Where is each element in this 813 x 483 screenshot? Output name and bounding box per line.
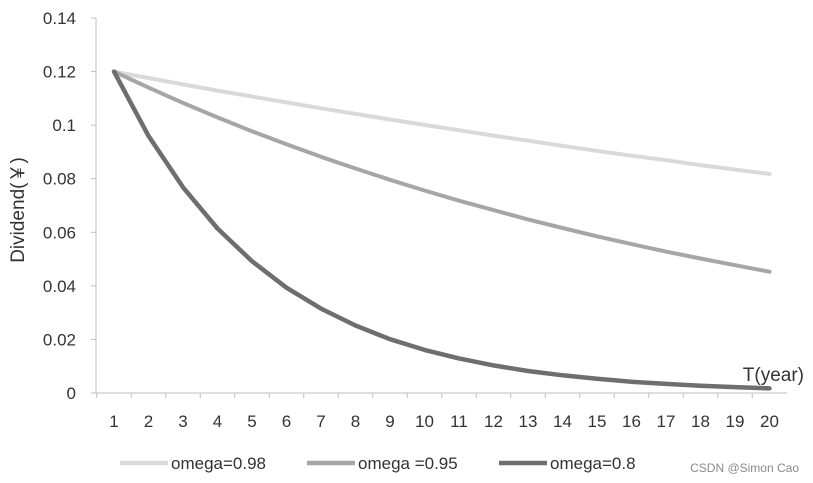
x-axis-title: T(year): [743, 365, 804, 386]
y-tick-label: 0.04: [43, 277, 76, 296]
x-tick-label: 15: [588, 412, 607, 431]
y-tick-label: 0.14: [43, 9, 76, 28]
x-tick-label: 7: [316, 412, 325, 431]
legend: omega=0.98 omega =0.95 omega=0.8: [120, 454, 636, 473]
series-line-3: [111, 69, 772, 391]
x-tick-label: 14: [553, 412, 572, 431]
x-tick-label: 12: [484, 412, 503, 431]
legend-label-1: omega=0.98: [171, 454, 266, 473]
x-tick-label: 9: [385, 412, 394, 431]
x-axis-ticks: 1 2 3 4 5 6 7 8 9 10 11 12 13 14 15 16 17 18 19 20: [96, 393, 779, 431]
series-line-2: [112, 69, 772, 274]
x-tick-label: 6: [282, 412, 291, 431]
y-tick-label: 0.08: [43, 170, 76, 189]
legend-label-3: omega=0.8: [550, 454, 636, 473]
y-tick-label: 0.12: [43, 63, 76, 82]
y-axis-title: Dividend(￥): [8, 157, 29, 263]
x-tick-label: 4: [213, 412, 222, 431]
y-tick-label: 0.06: [43, 223, 76, 242]
watermark: CSDN @Simon Cao: [690, 461, 799, 475]
x-tick-label: 8: [351, 412, 360, 431]
y-axis-ticks: 0 0.02 0.04 0.06 0.08 0.1 0.12 0.14: [43, 9, 96, 403]
x-tick-label: 18: [691, 412, 710, 431]
x-tick-label: 19: [726, 412, 745, 431]
x-tick-label: 17: [657, 412, 676, 431]
x-tick-label: 3: [178, 412, 187, 431]
series-lines: [111, 69, 772, 391]
series-line-1: [112, 69, 772, 176]
x-tick-label: 5: [247, 412, 256, 431]
y-tick-label: 0.02: [43, 330, 76, 349]
y-tick-label: 0.1: [52, 116, 76, 135]
x-tick-label: 11: [450, 412, 468, 431]
x-tick-label: 13: [519, 412, 538, 431]
legend-label-2: omega =0.95: [358, 454, 458, 473]
y-tick-label: 0: [67, 384, 76, 403]
x-tick-label: 20: [760, 412, 779, 431]
x-tick-label: 1: [109, 412, 118, 431]
x-tick-label: 10: [415, 412, 434, 431]
x-tick-label: 2: [144, 412, 153, 431]
x-tick-label: 16: [622, 412, 641, 431]
